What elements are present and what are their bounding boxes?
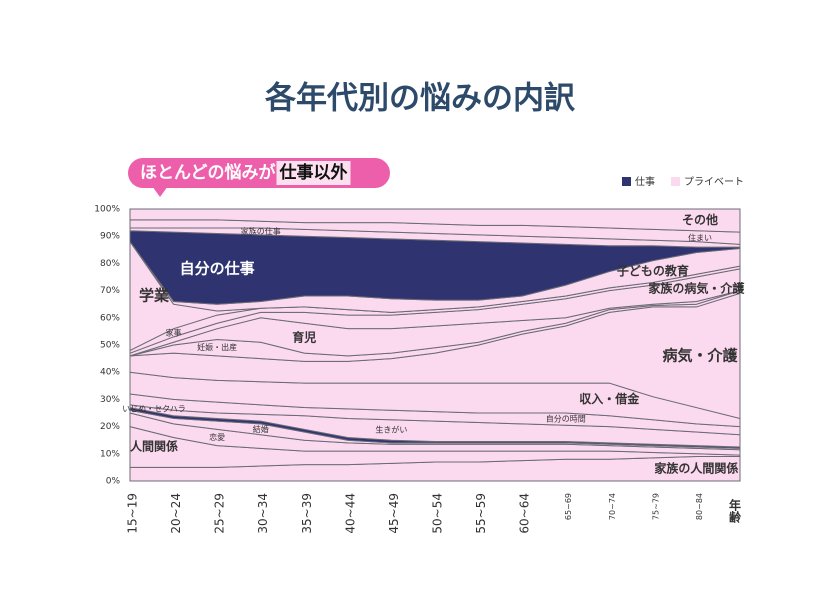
y-tick-label: 80% bbox=[100, 259, 120, 269]
x-tick-label: 20~24 bbox=[169, 493, 183, 534]
y-tick-label: 40% bbox=[100, 368, 120, 378]
x-tick-label: 70~74 bbox=[608, 493, 617, 520]
series-label: 育児 bbox=[292, 330, 316, 345]
series-label: 恋愛 bbox=[209, 432, 225, 442]
y-tick-label: 0% bbox=[106, 477, 121, 487]
y-tick-label: 30% bbox=[100, 395, 120, 405]
series-label: 自分の時間 bbox=[546, 414, 586, 424]
y-tick-label: 50% bbox=[100, 341, 120, 351]
areas bbox=[129, 208, 741, 482]
legend-label: 仕事 bbox=[635, 175, 655, 188]
annotation-text: ほとんどの悩みが bbox=[140, 162, 276, 183]
x-tick-label: 45~49 bbox=[387, 493, 401, 534]
x-tick-label: 55~59 bbox=[474, 493, 488, 534]
x-tick-label: 35~39 bbox=[300, 493, 314, 534]
banner-tail bbox=[152, 186, 168, 197]
series-label: その他 bbox=[682, 212, 718, 227]
series-label: 収入・借金 bbox=[579, 391, 640, 406]
series-label: 学業 bbox=[139, 287, 170, 305]
series-label: 妊娠・出産 bbox=[197, 342, 237, 352]
highlight-bg bbox=[276, 161, 351, 185]
x-tick-label: 60~64 bbox=[518, 493, 532, 534]
series-label: 結婚 bbox=[253, 424, 269, 434]
series-label: 子どもの教育 bbox=[617, 263, 689, 278]
x-tick-label: 40~44 bbox=[343, 493, 357, 534]
x-tick-label: 75~79 bbox=[651, 493, 660, 520]
x-tick-label: 50~54 bbox=[431, 493, 445, 534]
series-label: 病気・介護 bbox=[662, 346, 738, 364]
series-label: 家事 bbox=[166, 327, 182, 337]
x-tick-label: 80~84 bbox=[695, 493, 704, 520]
x-tick-label: 30~34 bbox=[256, 493, 270, 534]
x-tick-label: 25~29 bbox=[213, 493, 227, 534]
legend-swatch bbox=[671, 177, 680, 186]
chart-title: 各年代別の悩みの内訳 bbox=[264, 81, 576, 117]
y-tick-label: 100% bbox=[94, 205, 120, 215]
series-label: いじめ・セクハラ bbox=[122, 404, 186, 413]
annotation-highlight: 仕事以外 bbox=[279, 162, 348, 183]
x-axis-label: 年齢 bbox=[728, 498, 742, 524]
y-tick-label: 70% bbox=[100, 286, 120, 296]
legend-label: プライベート bbox=[684, 176, 744, 188]
series-label: 生きがい bbox=[375, 425, 407, 435]
series-label: 家族の病気・介護 bbox=[648, 281, 745, 296]
y-tick-label: 90% bbox=[100, 232, 120, 242]
series-label: 自分の仕事 bbox=[180, 259, 255, 277]
legend-swatch bbox=[622, 177, 631, 186]
y-tick-label: 20% bbox=[100, 422, 120, 432]
series-label: 住まい bbox=[688, 233, 712, 243]
series-label: 人間関係 bbox=[130, 439, 178, 454]
area bbox=[129, 208, 741, 233]
y-tick-label: 10% bbox=[100, 449, 120, 459]
x-tick-label: 15~19 bbox=[126, 493, 140, 534]
series-label: 家族の仕事 bbox=[241, 226, 281, 236]
series-label: 家族の人間関係 bbox=[654, 460, 738, 475]
y-tick-label: 60% bbox=[100, 313, 120, 323]
x-tick-label: 65~69 bbox=[564, 493, 573, 520]
